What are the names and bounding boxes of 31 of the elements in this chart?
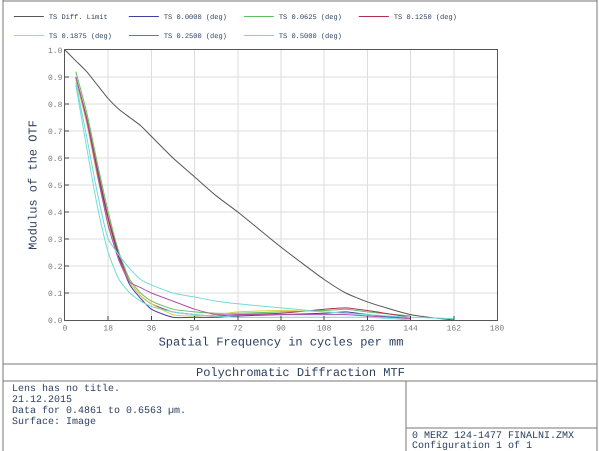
x-tick-label: 18 [103,324,114,334]
x-tick-label: 72 [232,324,243,334]
y-tick-label: 0.0 [48,316,63,326]
y-tick-label: 0.5 [48,182,63,191]
x-tick-label: 126 [360,324,375,334]
text: Lens has no title. [12,383,120,395]
text: Data for 0.4861 to 0.6563 µm. [12,405,186,417]
x-tick-label: 162 [446,324,462,334]
y-tick-label: 0.6 [48,154,63,164]
text: 0 MERZ 124-1477 FINALNI.ZMX [412,431,574,442]
x-tick-label: 54 [190,324,200,334]
y-tick-label: 0.2 [48,262,63,272]
text: 21.12.2015 [12,395,72,406]
y-tick-label: 0.1 [48,290,63,299]
x-tick-label: 36 [146,324,156,334]
text: Polychromatic Diffraction MTF [196,366,405,380]
y-tick-label: 0.7 [48,128,63,137]
x-tick-label: 144 [403,324,418,334]
y-tick-label: 0.4 [48,208,63,218]
x-tick-label: 0 [62,324,68,334]
text: Surface: Image [12,416,96,428]
x-tick-label: 108 [316,324,332,334]
text: Configuration 1 of 1 [412,440,532,451]
y-tick-label: 0.9 [48,74,63,83]
x-axis-title: Spatial Frequency in cycles per mm [158,336,404,350]
y-axis-title: Modulus of the OTF [26,120,40,250]
x-tick-label: 90 [276,324,286,334]
y-tick-label: 1.0 [48,46,63,56]
y-tick-label: 0.8 [48,100,63,110]
y-tick-label: 0.3 [48,236,63,245]
x-tick-label: 180 [490,324,504,334]
